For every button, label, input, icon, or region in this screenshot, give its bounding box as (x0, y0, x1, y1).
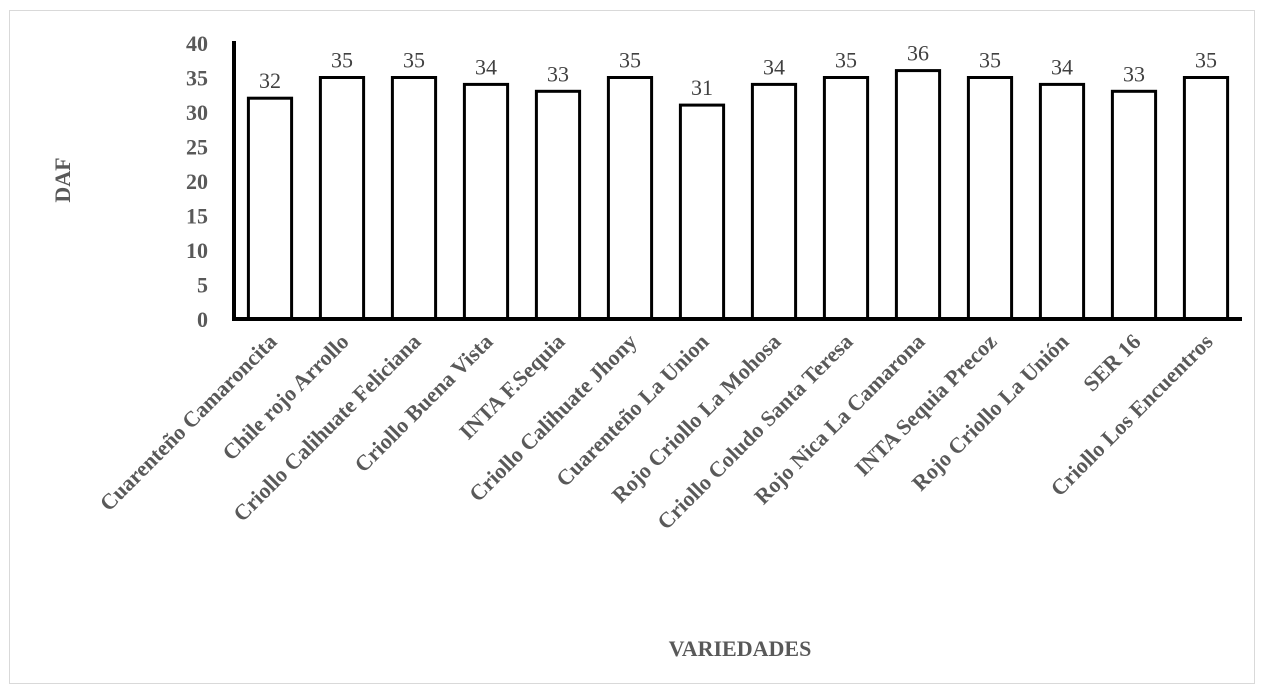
data-label: 33 (1123, 61, 1145, 86)
bar (894, 69, 942, 321)
x-tick-label: Criollo Buena Vista (349, 329, 497, 477)
data-label: 33 (547, 61, 569, 86)
y-tick-label: 0 (197, 307, 208, 332)
data-label: 34 (1051, 54, 1073, 79)
y-axis-title: DAF (50, 157, 75, 202)
x-tick-label: Chile rojo Arrollo (217, 329, 353, 465)
data-label: 35 (619, 48, 641, 73)
x-axis-title: VARIEDADES (669, 636, 812, 661)
y-tick-label: 20 (186, 169, 208, 194)
data-label: 31 (691, 75, 713, 100)
data-label: 35 (979, 48, 1001, 73)
bar (750, 82, 798, 321)
x-tick-label: SER 16 (1078, 329, 1145, 396)
data-label: 34 (763, 54, 785, 79)
data-label: 35 (1195, 48, 1217, 73)
bar (462, 82, 510, 321)
bar (966, 76, 1014, 321)
y-tick-label: 25 (186, 135, 208, 160)
y-tick-label: 30 (186, 100, 208, 125)
bar (1182, 76, 1230, 321)
data-label: 35 (403, 48, 425, 73)
data-label: 34 (475, 54, 497, 79)
data-label: 36 (907, 41, 929, 66)
y-tick-label: 5 (197, 273, 208, 298)
data-label: 35 (835, 48, 857, 73)
bar (390, 76, 438, 321)
bar (1110, 89, 1158, 321)
y-tick-label: 35 (186, 66, 208, 91)
bar (1038, 82, 1086, 321)
bars-layer (246, 69, 1230, 321)
bar (606, 76, 654, 321)
data-label: 32 (259, 68, 281, 93)
bar (534, 89, 582, 321)
axis-layer (232, 41, 1242, 321)
bar (246, 96, 294, 321)
bar (318, 76, 366, 321)
y-tick-label: 40 (186, 31, 208, 56)
y-tick-label: 15 (186, 204, 208, 229)
y-tick-label: 10 (186, 238, 208, 263)
data-label: 35 (331, 48, 353, 73)
bar (678, 103, 726, 321)
bar (822, 76, 870, 321)
